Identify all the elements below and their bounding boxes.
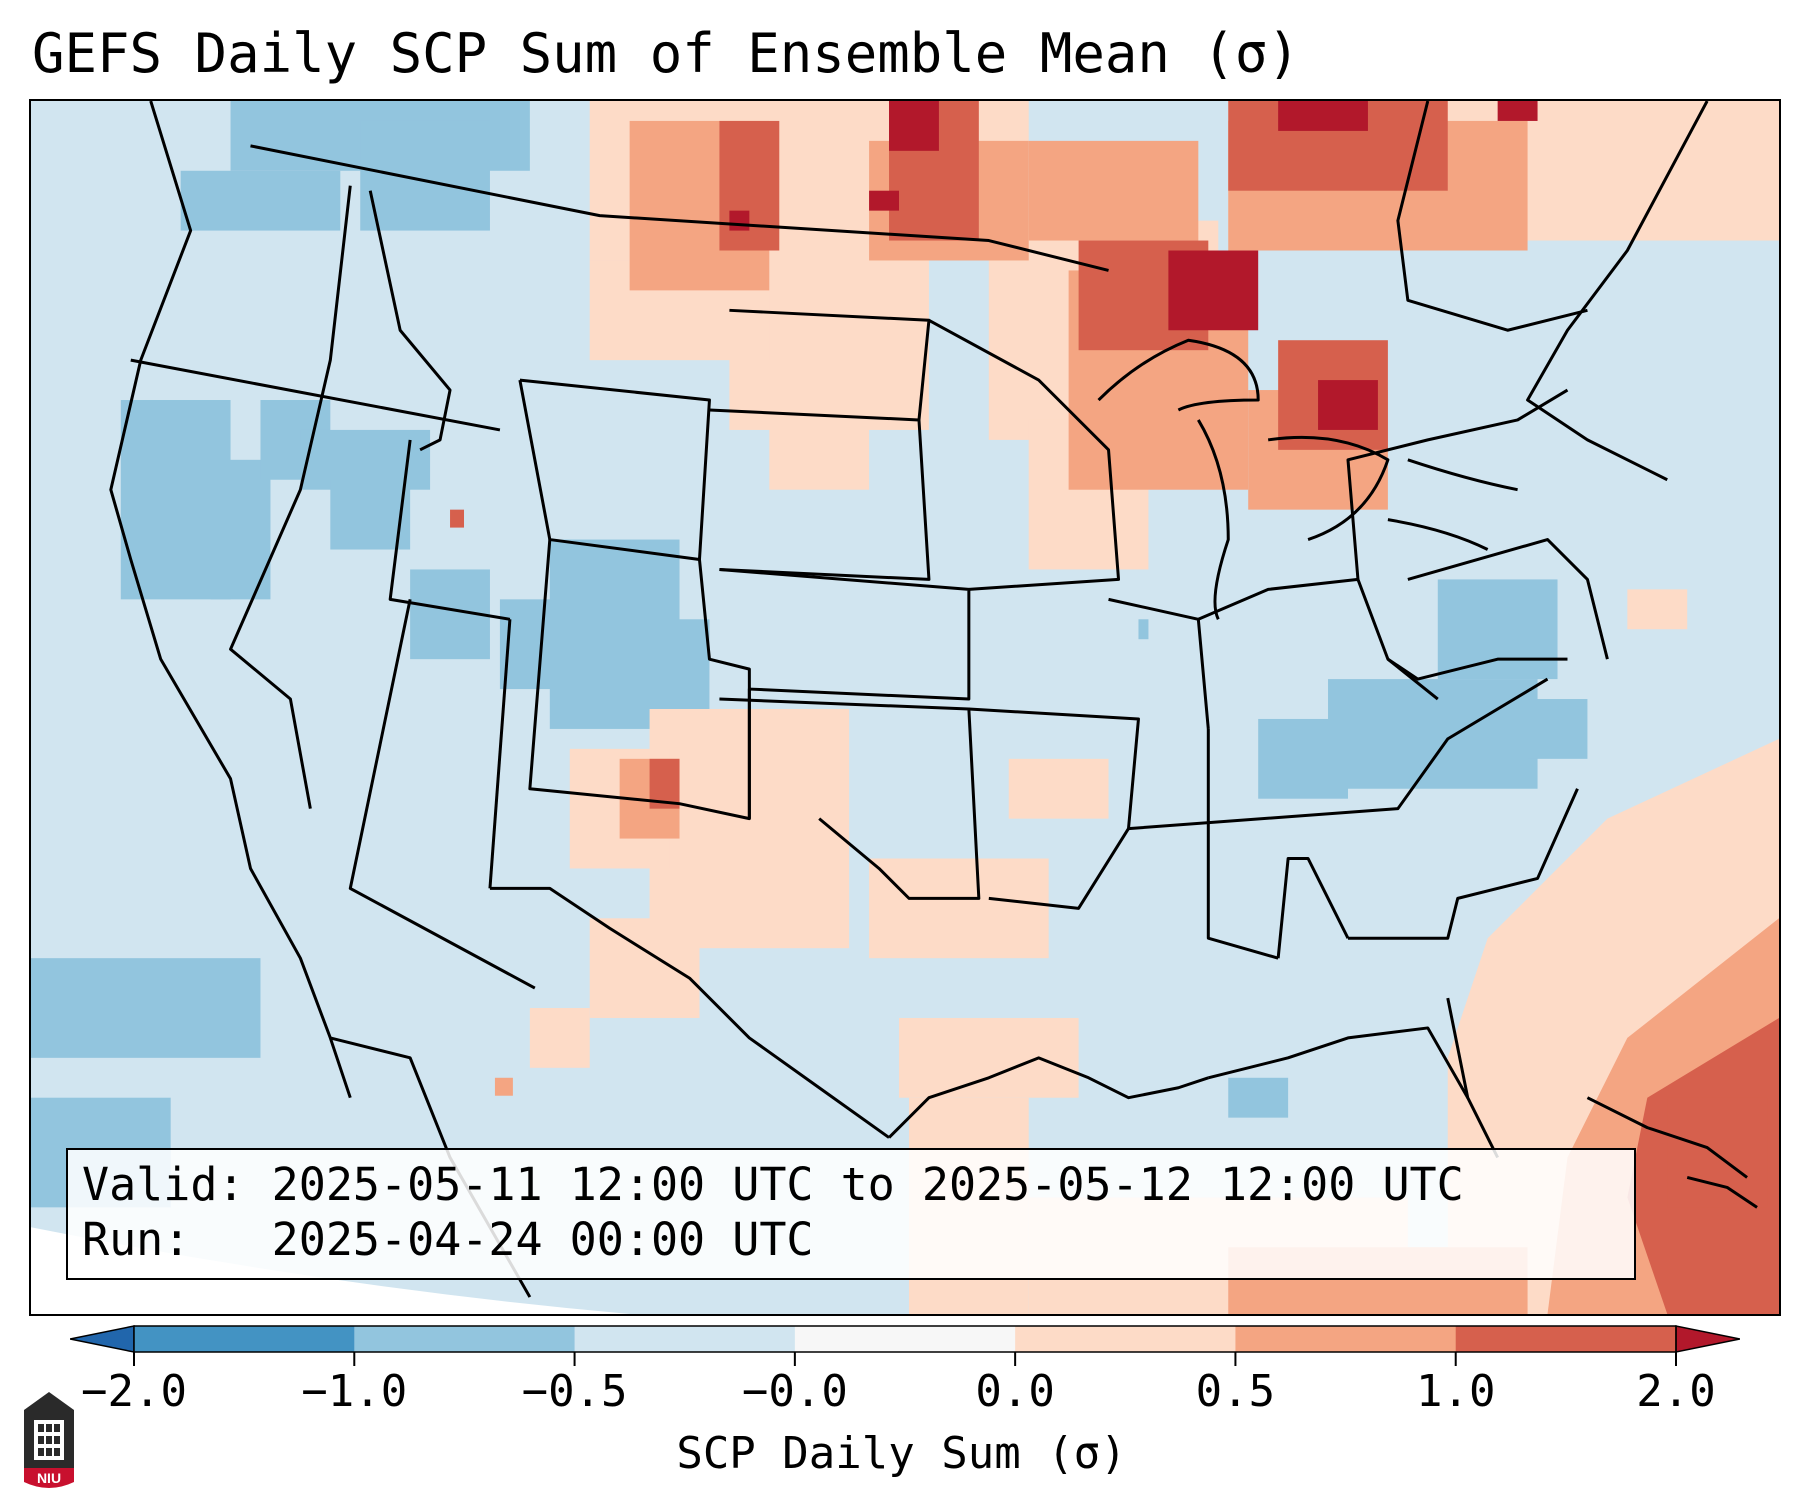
valid-value: 2025-05-11 12:00 UTC to 2025-05-12 12:00…	[271, 1158, 1464, 1211]
colorbar-tick-label: −2.0	[81, 1366, 187, 1417]
colorbar-under-arrow	[70, 1325, 135, 1353]
valid-label: Valid:	[82, 1158, 245, 1211]
colorbar-segment	[1455, 1326, 1677, 1352]
colorbar-outline	[133, 1325, 1677, 1353]
colorbar-tick-label: −0.5	[521, 1366, 628, 1417]
run-label: Run:	[82, 1213, 191, 1266]
colorbar-tick-label: 2.0	[1636, 1366, 1716, 1417]
colorbar-segment	[134, 1326, 355, 1352]
colorbar-over-arrow	[1675, 1325, 1740, 1353]
colorbar-segment	[354, 1326, 576, 1352]
valid-run-box: Valid: 2025-05-11 12:00 UTC to 2025-05-1…	[66, 1148, 1636, 1280]
niu-logo: NIU	[20, 1390, 78, 1490]
colorbar-tick-label: 0.0	[975, 1366, 1055, 1417]
colorbar-tick-label: −1.0	[301, 1366, 408, 1417]
colorbar-graphic	[70, 1325, 1740, 1366]
colorbar-tick-label: 1.0	[1415, 1366, 1496, 1417]
colorbar-tick-label: 0.5	[1195, 1366, 1276, 1417]
map-title: GEFS Daily SCP Sum of Ensemble Mean (σ)	[32, 22, 1300, 85]
run-value: 2025-04-24 00:00 UTC	[271, 1213, 814, 1266]
colorbar	[70, 1314, 1740, 1366]
colorbar-segment	[794, 1326, 1016, 1352]
colorbar-segment	[574, 1326, 796, 1352]
scp-map	[31, 101, 1779, 1314]
colorbar-segment	[1235, 1326, 1457, 1352]
niu-logo-icon: NIU	[24, 1392, 74, 1488]
niu-logo-text: NIU	[37, 1470, 61, 1486]
colorbar-segment	[1015, 1326, 1236, 1352]
colorbar-label: SCP Daily Sum (σ)	[676, 1428, 1127, 1479]
colorbar-tick-label: −0.0	[741, 1366, 848, 1417]
map-panel	[29, 99, 1781, 1316]
